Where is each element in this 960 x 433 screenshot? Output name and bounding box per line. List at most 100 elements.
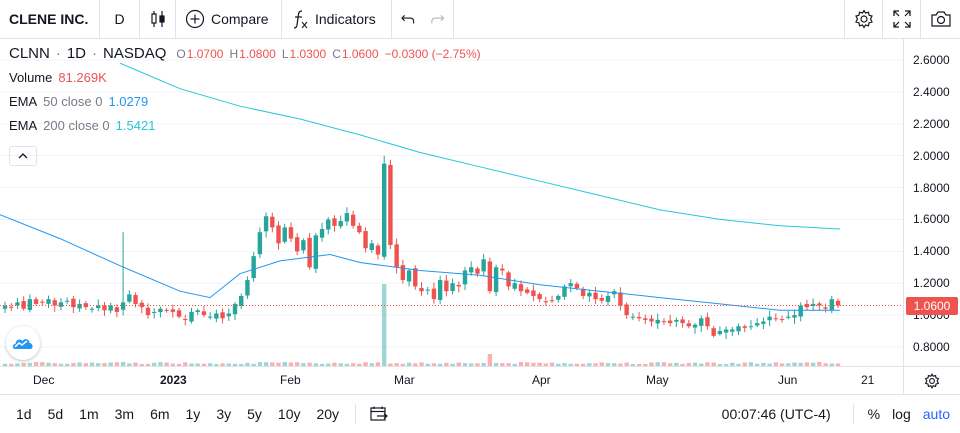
candle-body: [580, 288, 586, 296]
candle-body: [437, 280, 443, 300]
candle-body: [736, 326, 741, 332]
candle-body: [562, 286, 567, 297]
axis-settings-button[interactable]: [903, 366, 960, 394]
compare-button[interactable]: Compare: [176, 0, 282, 38]
candle-body: [201, 311, 207, 316]
indicators-label: Indicators: [315, 11, 376, 27]
change-value: −0.0300 (−2.75%): [384, 47, 481, 61]
symbol-search-button[interactable]: CLENE INC.: [0, 0, 100, 38]
goto-date-button[interactable]: [364, 406, 394, 422]
range-5y[interactable]: 5y: [247, 406, 262, 422]
volume-bar: [120, 362, 126, 366]
volume-bar: [133, 362, 138, 366]
percent-toggle[interactable]: %: [867, 406, 881, 422]
indicators-button[interactable]: Indicators: [282, 0, 392, 38]
range-20y[interactable]: 20y: [316, 406, 340, 422]
candle-body: [835, 300, 841, 306]
price-tick-label: 2.6000: [913, 53, 950, 67]
candle-body: [363, 231, 368, 249]
candle-body: [779, 319, 785, 321]
range-3y[interactable]: 3y: [216, 406, 232, 422]
timezone-clock[interactable]: 00:07:46 (UTC-4): [721, 406, 831, 422]
range-1d[interactable]: 1d: [16, 406, 32, 422]
ema200-legend[interactable]: EMA 200 close 0 1.5421: [9, 118, 481, 142]
settings-button[interactable]: [844, 0, 882, 38]
volume-bar: [562, 363, 567, 366]
divider: [355, 404, 357, 424]
snapshot-button[interactable]: [920, 0, 960, 38]
volume-bar: [313, 363, 319, 366]
volume-legend[interactable]: Volume 81.269K: [9, 70, 481, 94]
candle-body: [400, 265, 406, 281]
ema50-line: [0, 214, 840, 311]
undo-redo-group: [392, 0, 454, 38]
tradingview-logo[interactable]: [6, 326, 40, 360]
candle-body: [226, 313, 231, 317]
redo-icon[interactable]: [430, 12, 445, 26]
time-axis[interactable]: Dec 2023 Feb Mar Apr May Jun 21: [0, 366, 903, 394]
candle-body: [251, 256, 256, 279]
volume-bar: [176, 363, 182, 366]
candle-body: [761, 321, 766, 324]
candle-body: [686, 323, 692, 327]
range-5d[interactable]: 5d: [47, 406, 64, 422]
volume-bar: [419, 362, 424, 366]
candle-body: [40, 301, 45, 303]
candle-body: [773, 318, 779, 320]
open-key: O: [176, 47, 186, 61]
volume-bar: [301, 363, 306, 366]
candle-body: [195, 310, 200, 312]
candle-body: [655, 319, 660, 324]
candle-body: [145, 307, 151, 316]
range-10y[interactable]: 10y: [277, 406, 301, 422]
chart-type-button[interactable]: [140, 0, 176, 38]
range-3m[interactable]: 3m: [114, 406, 135, 422]
candle-body: [593, 292, 598, 300]
volume-bar: [456, 362, 461, 366]
price-tick-label: 0.8000: [913, 340, 950, 354]
range-1m[interactable]: 1m: [79, 406, 99, 422]
ema50-legend[interactable]: EMA 50 close 0 1.0279: [9, 94, 481, 118]
price-scale[interactable]: 2.6000 2.4000 2.2000 2.0000 1.8000 1.6000 1.40…: [903, 39, 960, 366]
chart-pane[interactable]: CLNN · 1D · NASDAQ O1.0700 H1.0800 L1.03…: [0, 39, 903, 366]
volume-bar: [27, 362, 33, 366]
volume-bar: [375, 362, 381, 366]
range-6m[interactable]: 6m: [150, 406, 170, 422]
volume-bar: [444, 362, 449, 366]
candle-body: [661, 321, 667, 323]
interval-button[interactable]: D: [100, 0, 140, 38]
auto-toggle[interactable]: auto: [922, 406, 950, 422]
candle-body: [344, 213, 350, 222]
candle-body: [500, 268, 505, 271]
candle-body: [692, 324, 698, 328]
volume-bar: [145, 363, 151, 366]
candle-body: [139, 302, 144, 308]
log-toggle[interactable]: log: [892, 406, 911, 422]
volume-bar: [506, 363, 511, 366]
candle-body: [33, 299, 39, 304]
volume-bar: [276, 362, 281, 366]
volume-bar: [363, 362, 368, 366]
collapse-legend-button[interactable]: [9, 146, 37, 166]
volume-bar: [475, 363, 480, 366]
camera-icon: [930, 11, 951, 27]
candle-body: [624, 304, 629, 316]
volume-bar: [282, 362, 287, 366]
volume-bar: [761, 362, 766, 366]
candle-body: [21, 301, 26, 309]
candle-body: [276, 225, 281, 244]
volume-bar: [164, 362, 169, 366]
symbol-title[interactable]: CLNN · 1D · NASDAQ: [9, 45, 167, 62]
legend-ticker: CLNN: [9, 45, 50, 62]
candle-body: [294, 237, 300, 252]
price-tick-label: 1.4000: [913, 244, 950, 259]
candle-body: [804, 304, 810, 308]
candle-body: [58, 302, 64, 307]
candle-body: [537, 293, 542, 300]
range-1y[interactable]: 1y: [185, 406, 201, 422]
price-chart[interactable]: [0, 39, 903, 366]
undo-icon[interactable]: [401, 12, 416, 26]
candle-body: [133, 295, 138, 304]
fullscreen-button[interactable]: [882, 0, 920, 38]
volume-bar: [40, 362, 45, 366]
